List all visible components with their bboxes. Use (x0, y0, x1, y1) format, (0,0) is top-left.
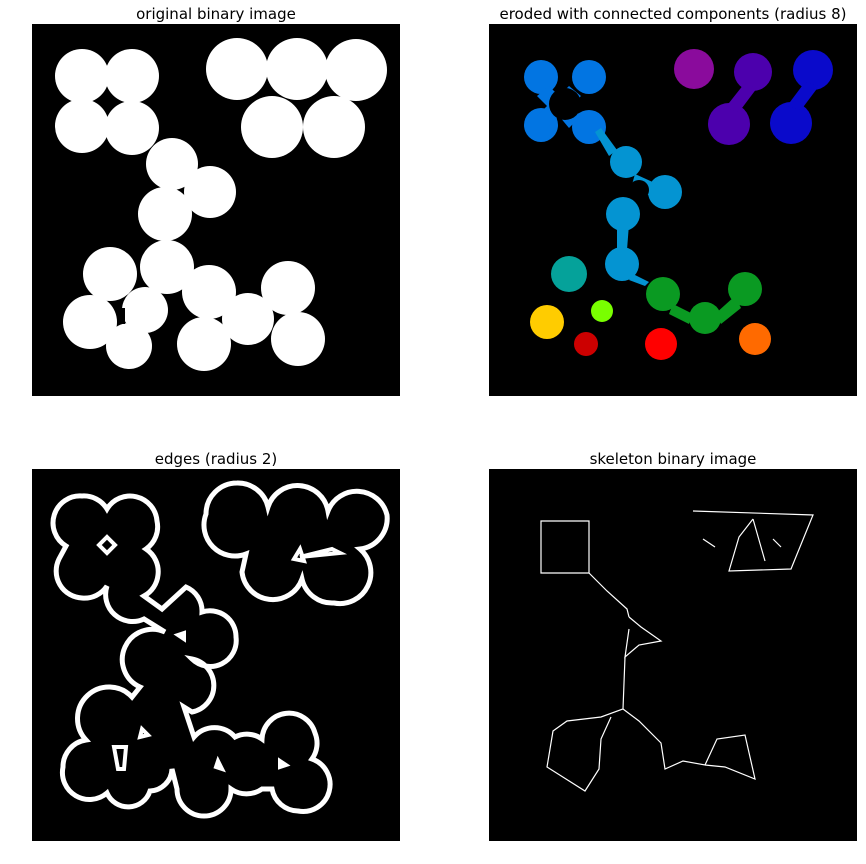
component-5 (595, 128, 682, 286)
blob (83, 247, 137, 301)
blob (325, 39, 387, 101)
component-4 (770, 50, 833, 144)
skeleton-image (540, 510, 814, 792)
component-2 (674, 49, 714, 89)
blob (303, 96, 365, 158)
edges-image (50, 480, 390, 819)
panel-edges (32, 469, 400, 841)
component-10 (574, 332, 598, 356)
component-3 (708, 53, 772, 145)
blob (55, 49, 109, 103)
blob (261, 261, 315, 315)
blob (122, 287, 168, 333)
blob (266, 38, 328, 100)
hole (100, 91, 114, 105)
blob (55, 99, 109, 153)
panel-original (32, 24, 400, 396)
blob (184, 166, 236, 218)
blob-group (55, 38, 387, 371)
panel-title-original: original binary image (136, 5, 296, 23)
hole-edges (96, 534, 348, 773)
blob (271, 312, 325, 366)
blob (138, 187, 192, 241)
panel-title-skeleton: skeleton binary image (589, 450, 757, 468)
blob (105, 101, 159, 155)
panel-title-edges: edges (radius 2) (154, 450, 278, 468)
component-6 (551, 256, 587, 292)
panel-skeleton (489, 469, 857, 841)
blob (241, 96, 303, 158)
eroded-components-image (524, 49, 833, 360)
blob (106, 323, 152, 369)
blob (146, 138, 198, 190)
hole (119, 308, 125, 324)
component-9 (591, 300, 613, 322)
component-12 (739, 323, 771, 355)
blob (182, 265, 236, 319)
blob (63, 295, 117, 349)
blob (206, 38, 268, 100)
blob (140, 240, 194, 294)
component-11 (645, 328, 677, 360)
blob (222, 293, 274, 345)
skeleton-lines (540, 510, 814, 792)
edge-group (50, 480, 390, 819)
component-8 (530, 305, 564, 339)
blob (105, 49, 159, 103)
blob (177, 317, 231, 371)
component-7 (646, 272, 762, 334)
panel-eroded (489, 24, 857, 396)
panel-title-eroded: eroded with connected components (radius… (499, 5, 847, 23)
original-binary-image (55, 38, 387, 371)
